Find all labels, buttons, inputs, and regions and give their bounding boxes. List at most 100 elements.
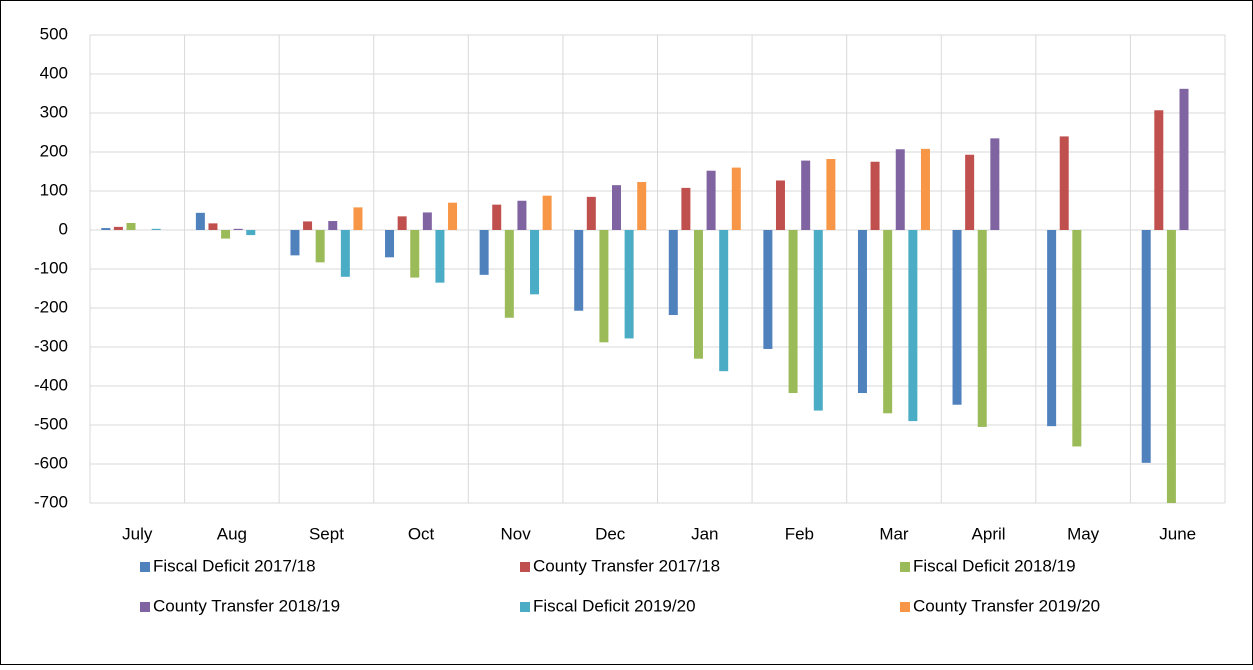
x-tick-label: Dec <box>595 524 626 543</box>
bar <box>1179 88 1189 230</box>
bar <box>952 230 962 405</box>
bar <box>681 187 691 230</box>
bar <box>775 180 785 230</box>
legend-label: Fiscal Deficit 2018/19 <box>913 556 1076 575</box>
bar <box>208 223 218 230</box>
bar <box>586 196 596 230</box>
bar <box>857 230 867 394</box>
x-tick-label: June <box>1159 524 1196 543</box>
legend-label: County Transfer 2019/20 <box>913 596 1100 615</box>
x-tick-label: May <box>1067 524 1100 543</box>
x-tick-label: Mar <box>879 524 909 543</box>
y-tick-label: -300 <box>34 336 68 355</box>
legend-swatch <box>900 602 910 612</box>
bar <box>1166 230 1176 503</box>
bar <box>763 230 773 349</box>
bar <box>542 195 552 230</box>
legend-label: County Transfer 2018/19 <box>153 596 340 615</box>
bar <box>920 148 930 230</box>
bar <box>599 230 609 343</box>
bar <box>517 200 527 230</box>
bar <box>126 222 136 230</box>
y-tick-label: -200 <box>34 297 68 316</box>
y-tick-label: 0 <box>59 219 68 238</box>
bar <box>1154 110 1164 230</box>
bar <box>246 230 256 236</box>
bar <box>397 216 407 230</box>
y-tick-label: 300 <box>40 102 68 121</box>
bar <box>624 230 634 339</box>
y-tick-label: 100 <box>40 180 68 199</box>
bar <box>813 230 823 411</box>
bar <box>870 161 880 230</box>
legend-label: Fiscal Deficit 2019/20 <box>533 596 696 615</box>
y-tick-label: -700 <box>34 492 68 511</box>
bar <box>574 230 584 311</box>
bar <box>668 230 678 316</box>
x-tick-label: Aug <box>217 524 247 543</box>
bar <box>504 230 514 318</box>
bar <box>719 230 729 372</box>
bar <box>385 230 395 258</box>
bar <box>113 226 123 230</box>
bar <box>328 221 338 230</box>
bar <box>233 228 243 230</box>
bar <box>315 230 325 263</box>
bar <box>221 230 231 239</box>
bar <box>990 138 1000 230</box>
legend-label: Fiscal Deficit 2017/18 <box>153 556 316 575</box>
bar <box>479 230 489 275</box>
legend-swatch <box>520 562 530 572</box>
legend-swatch <box>140 602 150 612</box>
x-tick-label: Sept <box>309 524 344 543</box>
bar <box>422 212 432 230</box>
bar <box>435 230 445 283</box>
legend-label: County Transfer 2017/18 <box>533 556 720 575</box>
y-tick-label: -500 <box>34 414 68 433</box>
bar <box>801 160 811 230</box>
bar <box>1072 230 1082 447</box>
bar <box>1141 230 1151 463</box>
bar <box>895 149 905 230</box>
legend-swatch <box>140 562 150 572</box>
y-tick-label: -400 <box>34 375 68 394</box>
bar <box>492 204 502 230</box>
bar <box>195 212 205 230</box>
x-tick-label: Jan <box>691 524 718 543</box>
bar <box>977 230 987 427</box>
bar <box>637 182 647 230</box>
y-tick-label: -600 <box>34 453 68 472</box>
bar <box>965 154 975 230</box>
bar <box>731 167 741 230</box>
legend-swatch <box>520 602 530 612</box>
bar <box>448 202 458 230</box>
bar <box>290 230 300 256</box>
y-tick-label: 500 <box>40 24 68 43</box>
x-tick-label: Feb <box>785 524 814 543</box>
bar <box>410 230 420 278</box>
x-tick-label: July <box>122 524 153 543</box>
y-tick-label: 400 <box>40 63 68 82</box>
bar <box>1047 230 1057 427</box>
bar <box>908 230 918 422</box>
bar <box>826 159 836 230</box>
bar <box>530 230 540 295</box>
bar <box>883 230 893 414</box>
bar <box>340 230 350 277</box>
bar <box>303 221 313 230</box>
grid <box>89 34 1226 504</box>
bar <box>788 230 798 394</box>
legend-swatch <box>900 562 910 572</box>
x-tick-label: Oct <box>408 524 435 543</box>
bar <box>706 170 716 230</box>
bar <box>101 228 111 230</box>
x-tick-label: April <box>972 524 1006 543</box>
x-tick-label: Nov <box>501 524 532 543</box>
bar <box>693 230 703 359</box>
y-tick-label: 200 <box>40 141 68 160</box>
bars <box>101 88 1189 503</box>
bar <box>151 228 161 230</box>
bar <box>612 185 622 230</box>
bar <box>1059 136 1069 230</box>
